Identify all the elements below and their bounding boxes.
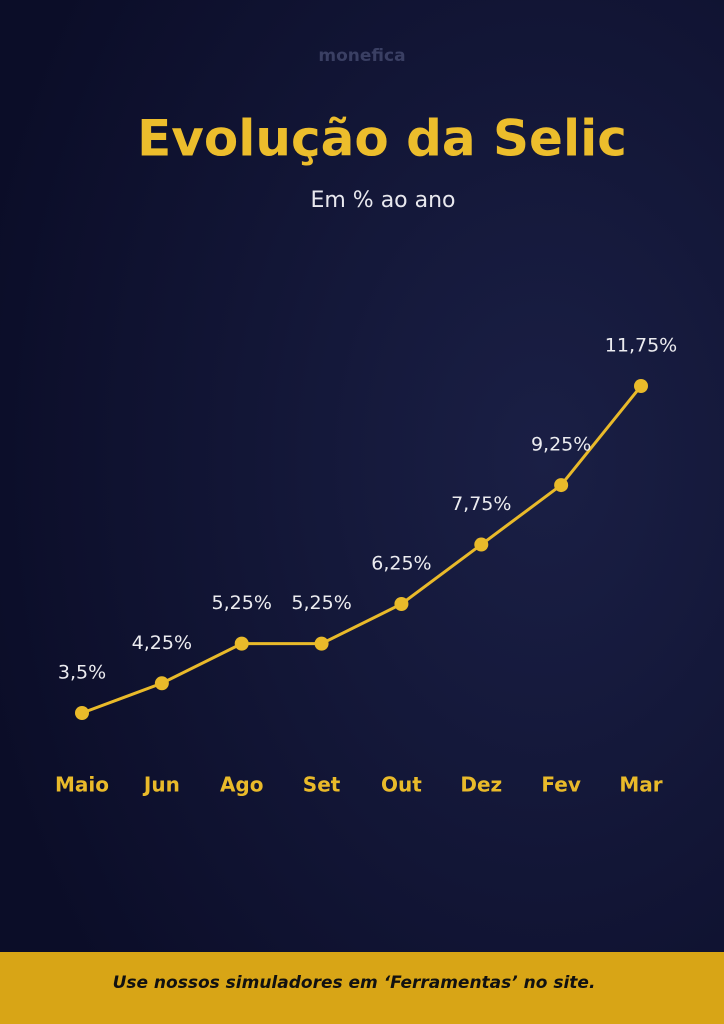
line (81, 385, 643, 715)
point (474, 537, 489, 552)
x-tick-label: Ago (220, 773, 264, 797)
value-label: 6,25% (371, 553, 431, 575)
point (75, 706, 89, 720)
value-label: 4,25% (132, 632, 192, 654)
x-tick-label: Jun (142, 773, 180, 797)
point (394, 597, 409, 611)
point (234, 636, 249, 651)
point (554, 478, 569, 493)
point (634, 379, 648, 393)
point (154, 676, 169, 691)
x-tick-label: Dez (460, 773, 502, 797)
value-label: 3,5% (58, 662, 106, 684)
point (314, 636, 329, 651)
value-label: 11,75% (605, 335, 677, 357)
value-label: 7,75% (451, 493, 511, 515)
value-label: 9,25% (531, 434, 591, 456)
footer-text: Use nossos simuladores em ‘Ferramentas’ … (113, 973, 596, 993)
x-tick-label: Out (381, 773, 422, 797)
chart-title: Evolução da Selic (137, 110, 627, 168)
footer-band (0, 952, 724, 1024)
x-tick-label: Fev (541, 773, 580, 797)
value-label: 5,25% (212, 592, 272, 614)
x-tick-label: Maio (55, 773, 109, 797)
chart-subtitle: Em % ao ano (310, 188, 455, 213)
value-label: 5,25% (291, 592, 351, 614)
x-tick-label: Mar (619, 773, 662, 797)
brand: monefica (318, 46, 405, 66)
x-tick-label: Set (303, 773, 341, 797)
